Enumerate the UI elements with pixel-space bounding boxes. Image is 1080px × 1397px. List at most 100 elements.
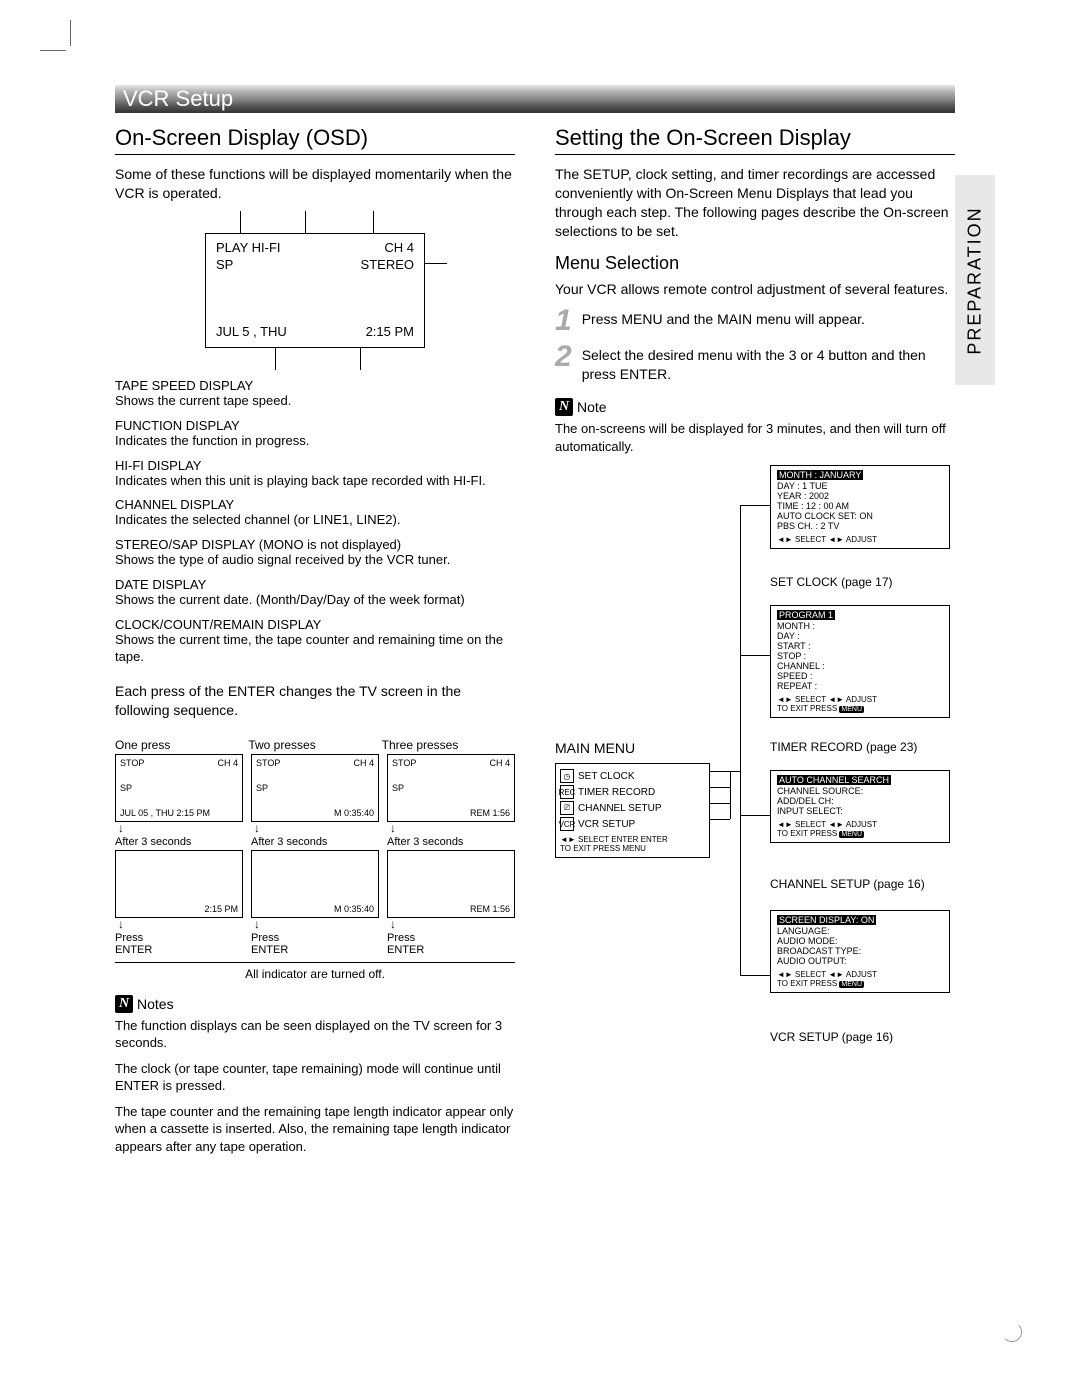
menu-field: CHANNEL SOURCE: [777, 786, 943, 796]
menu-field: MONTH : JANUARY [777, 470, 943, 481]
notes-list: The function displays can be seen displa… [115, 1017, 515, 1156]
main-menu-item: RECTIMER RECORD [558, 784, 707, 800]
def-body: Indicates the selected channel (or LINE1… [115, 512, 515, 529]
menu-field: AUTO CHANNEL SEARCH [777, 775, 943, 786]
sequence-headers: One pressTwo pressesThree presses [115, 738, 515, 752]
timer-record-box: PROGRAM 1MONTH :DAY :START :STOP :CHANNE… [770, 605, 950, 718]
menu-field: PBS CH. : 2 TV [777, 521, 943, 531]
channel-setup-caption: CHANNEL SETUP (page 16) [770, 877, 925, 891]
def-title: DATE DISPLAY [115, 577, 515, 592]
notes-label: Notes [137, 996, 174, 1012]
note-item: The function displays can be seen displa… [115, 1017, 515, 1052]
menu-field: ADD/DEL CH: [777, 796, 943, 806]
note-body: The on-screens will be displayed for 3 m… [555, 420, 955, 455]
menu-field: REPEAT : [777, 681, 943, 691]
sequence-intro: Each press of the ENTER changes the TV s… [115, 682, 515, 720]
main-menu-item: ◷ SET CLOCK [558, 768, 707, 784]
main-menu-label: MAIN MENU [555, 740, 635, 756]
def-body: Shows the current time, the tape counter… [115, 632, 515, 666]
seq-header: Two presses [248, 738, 381, 752]
mini-screen-3: STOPCH 4 SP REM 1:56 ↓ [387, 754, 515, 822]
menu-field: BROADCAST TYPE: [777, 946, 943, 956]
menu-field: DAY : [777, 631, 943, 641]
def-title: FUNCTION DISPLAY [115, 418, 515, 433]
menu-field: PROGRAM 1 [777, 610, 943, 621]
note-item: The clock (or tape counter, tape remaini… [115, 1060, 515, 1095]
press-enter-2: Press ENTER [251, 932, 379, 956]
def-body: Shows the current date. (Month/Day/Day o… [115, 592, 515, 609]
vcr-setup-box: SCREEN DISPLAY: ONLANGUAGE:AUDIO MODE:BR… [770, 910, 950, 993]
def-body: Shows the type of audio signal received … [115, 552, 515, 569]
menu-field: LANGUAGE: [777, 926, 943, 936]
def-title: HI-FI DISPLAY [115, 458, 515, 473]
osd-sample-diagram: PLAY HI-FI CH 4 SP STEREO JUL 5 , THU 2:… [175, 233, 455, 348]
menu-field: TIME : 12 : 00 AM [777, 501, 943, 511]
osd-heading: On-Screen Display (OSD) [115, 125, 515, 155]
osd-intro: Some of these functions will be displaye… [115, 165, 515, 203]
seq-header: Three presses [382, 738, 515, 752]
osd-channel: CH 4 [384, 240, 414, 255]
step-2-text: Select the desired menu with the 3 or 4 … [582, 342, 955, 384]
main-menu-box: ◷SET CLOCKRECTIMER RECORD⎚CHANNEL SETUPV… [555, 763, 710, 858]
menu-item-icon: ⎚ [560, 801, 574, 815]
step-1: 1 Press MENU and the MAIN menu will appe… [555, 306, 955, 336]
mini-screen-4: 2:15 PM ↓ [115, 850, 243, 918]
note-item: The tape counter and the remaining tape … [115, 1103, 515, 1156]
menu-selection-text: Your VCR allows remote control adjustmen… [555, 280, 955, 299]
mini-screen-2: STOPCH 4 SP M 0:35:40 ↓ [251, 754, 379, 822]
menu-field: SPEED : [777, 671, 943, 681]
menu-field: STOP : [777, 651, 943, 661]
menu-field: CHANNEL : [777, 661, 943, 671]
menu-diagram: MAIN MENU ◷SET CLOCKRECTIMER RECORD⎚CHAN… [555, 465, 955, 1065]
osd-time: 2:15 PM [366, 324, 414, 339]
set-clock-box: MONTH : JANUARYDAY : 1 TUEYEAR : 2002TIM… [770, 465, 950, 549]
menu-field: AUTO CLOCK SET: ON [777, 511, 943, 521]
osd-date: JUL 5 , THU [216, 324, 287, 339]
right-column: Setting the On-Screen Display The SETUP,… [555, 125, 955, 1164]
osd-play: PLAY HI-FI [216, 240, 281, 255]
after3-1: After 3 seconds [115, 836, 243, 848]
timer-record-caption: TIMER RECORD (page 23) [770, 740, 917, 754]
main-menu-item: VCR VCR SETUP [558, 816, 707, 832]
step-1-text: Press MENU and the MAIN menu will appear… [582, 306, 865, 329]
channel-setup-box: AUTO CHANNEL SEARCHCHANNEL SOURCE:ADD/DE… [770, 770, 950, 843]
note-label: Note [577, 399, 607, 415]
def-body: Shows the current tape speed. [115, 393, 515, 410]
after3-2: After 3 seconds [251, 836, 379, 848]
page-title-bar: VCR Setup [115, 85, 955, 113]
def-title: CHANNEL DISPLAY [115, 497, 515, 512]
def-title: TAPE SPEED DISPLAY [115, 378, 515, 393]
mini-screen-1: STOPCH 4 SP JUL 05 , THU 2:15 PM ↓ [115, 754, 243, 822]
setting-intro: The SETUP, clock setting, and timer reco… [555, 165, 955, 241]
page-title: VCR Setup [123, 86, 233, 112]
sequence-footer: All indicator are turned off. [115, 962, 515, 981]
def-title: STEREO/SAP DISPLAY (MONO is not displaye… [115, 537, 515, 552]
sequence-row-1: STOPCH 4 SP JUL 05 , THU 2:15 PM ↓ STOPC… [115, 754, 515, 822]
menu-field: AUDIO OUTPUT: [777, 956, 943, 966]
left-column: On-Screen Display (OSD) Some of these fu… [115, 125, 515, 1164]
menu-item-label: VCR SETUP [578, 819, 635, 830]
def-body: Indicates when this unit is playing back… [115, 473, 515, 490]
osd-stereo: STEREO [361, 257, 414, 272]
mini-screen-6: REM 1:56 ↓ [387, 850, 515, 918]
menu-field: AUDIO MODE: [777, 936, 943, 946]
menu-field: SCREEN DISPLAY: ON [777, 915, 943, 926]
menu-item-icon: VCR [560, 817, 574, 831]
note-icon: N [555, 398, 573, 416]
menu-item-icon: ◷ [560, 769, 574, 783]
seq-header: One press [115, 738, 248, 752]
press-enter-3: Press ENTER [387, 932, 515, 956]
def-title: CLOCK/COUNT/REMAIN DISPLAY [115, 617, 515, 632]
menu-field: START : [777, 641, 943, 651]
display-definitions: TAPE SPEED DISPLAYShows the current tape… [115, 378, 515, 666]
after3-3: After 3 seconds [387, 836, 515, 848]
osd-speed: SP [216, 257, 233, 272]
menu-item-label: SET CLOCK [578, 771, 635, 782]
main-menu-item: ⎚CHANNEL SETUP [558, 800, 707, 816]
menu-field: MONTH : [777, 621, 943, 631]
section-tab-label: PREPARATION [965, 206, 986, 354]
set-clock-caption: SET CLOCK (page 17) [770, 575, 893, 589]
sequence-row-2: 2:15 PM ↓ M 0:35:40 ↓ REM 1:56 ↓ [115, 850, 515, 918]
menu-field: YEAR : 2002 [777, 491, 943, 501]
mini-screen-5: M 0:35:40 ↓ [251, 850, 379, 918]
